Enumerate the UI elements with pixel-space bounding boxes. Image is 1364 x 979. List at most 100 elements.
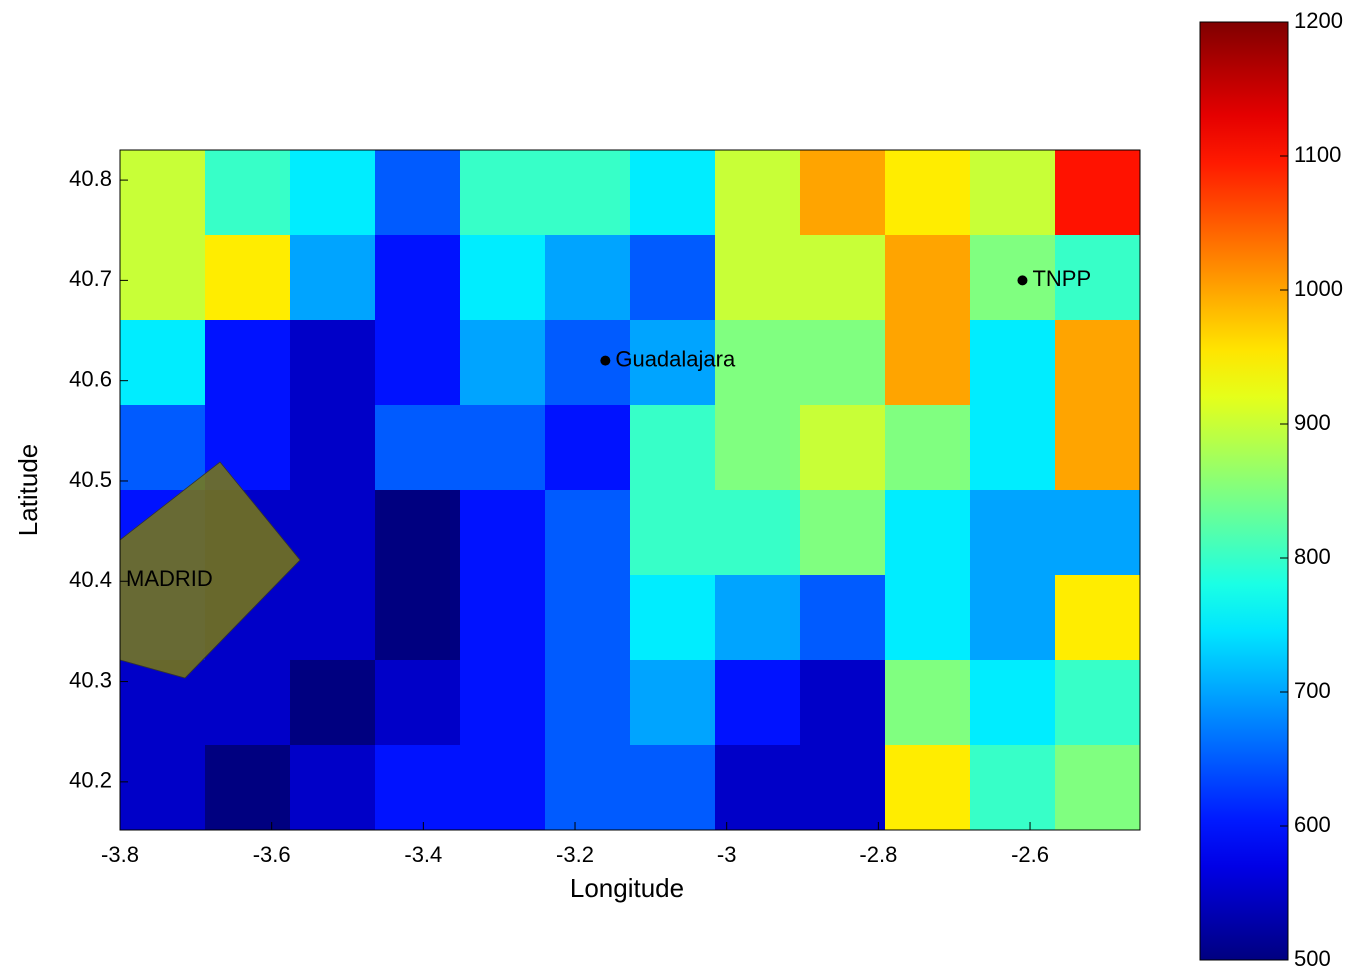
site-label: TNPP (1032, 266, 1091, 291)
field-cell (545, 745, 631, 831)
field-cell (970, 660, 1056, 746)
field-cell (970, 745, 1056, 831)
region-label: MADRID (126, 566, 213, 591)
field-cell (885, 745, 971, 831)
field-cell (800, 405, 886, 491)
field-cell (970, 490, 1056, 576)
field-cell (120, 745, 206, 831)
field-cell (630, 150, 716, 236)
field-cell (800, 660, 886, 746)
field-cell (970, 575, 1056, 661)
colorbar-tick-label: 800 (1294, 544, 1331, 569)
field-cell (205, 745, 291, 831)
field-cell (460, 490, 546, 576)
field-cell (290, 405, 376, 491)
field-cell (1055, 745, 1141, 831)
field-cell (715, 490, 801, 576)
field-cell (885, 405, 971, 491)
field-cell (460, 150, 546, 236)
y-tick-label: 40.8 (69, 166, 112, 191)
x-axis-label: Longitude (570, 873, 684, 903)
field-cell (630, 490, 716, 576)
field-cell (630, 745, 716, 831)
field-cell (800, 745, 886, 831)
field-cell (375, 320, 461, 406)
field-cell (460, 320, 546, 406)
site-label: Guadalajara (615, 346, 736, 371)
field-cell (715, 235, 801, 321)
field-cell (885, 660, 971, 746)
field (120, 150, 1141, 831)
field-cell (205, 150, 291, 236)
field-cell (1055, 660, 1141, 746)
field-cell (630, 235, 716, 321)
field-cell (120, 405, 206, 491)
colorbar-tick-label: 1100 (1294, 142, 1341, 167)
field-cell (290, 490, 376, 576)
field-cell (120, 320, 206, 406)
field-cell (375, 150, 461, 236)
colorbar-tick-label: 900 (1294, 410, 1331, 435)
field-cell (205, 235, 291, 321)
y-axis-label: Latitude (13, 444, 43, 537)
chart: MADRID Longitude Latitude -3.8 -3.6 -3.4 -3… (0, 0, 1364, 974)
x-tick-label: -3.6 (253, 842, 291, 867)
field-cell (545, 490, 631, 576)
field-cell (715, 745, 801, 831)
y-tick-label: 40.4 (69, 567, 112, 592)
x-tick-label: -3 (717, 842, 737, 867)
field-cell (375, 575, 461, 661)
field-cell (1055, 405, 1141, 491)
field-cell (545, 405, 631, 491)
field-cell (460, 405, 546, 491)
field-cell (1055, 320, 1141, 406)
field-cell (800, 490, 886, 576)
field-cell (205, 320, 291, 406)
field-cell (970, 320, 1056, 406)
field-cell (375, 235, 461, 321)
field-cell (545, 235, 631, 321)
x-tick-label: -3.8 (101, 842, 139, 867)
field-cell (290, 320, 376, 406)
field-cell (885, 235, 971, 321)
field-cell (800, 575, 886, 661)
y-tick-label: 40.5 (69, 467, 112, 492)
field-cell (460, 660, 546, 746)
colorbar-tick-label: 1200 (1294, 8, 1343, 33)
field-cell (715, 660, 801, 746)
field-cell (715, 575, 801, 661)
field-cell (970, 150, 1056, 236)
field-cell (1055, 150, 1141, 236)
field-cell (290, 660, 376, 746)
field-cell (120, 235, 206, 321)
y-tick-label: 40.3 (69, 667, 112, 692)
colorbar-tick-label: 1000 (1294, 276, 1343, 301)
field-cell (970, 405, 1056, 491)
field-cell (630, 575, 716, 661)
field-cell (1055, 490, 1141, 576)
x-tick-label: -2.8 (859, 842, 897, 867)
x-tick-label: -3.2 (556, 842, 594, 867)
field-cell (885, 150, 971, 236)
x-tick-label: -3.4 (404, 842, 442, 867)
y-tick-label: 40.2 (69, 768, 112, 793)
field-cell (885, 575, 971, 661)
field-cell (375, 660, 461, 746)
field-cell (120, 660, 206, 746)
field-cell (290, 150, 376, 236)
field-cell (205, 660, 291, 746)
field-cell (375, 405, 461, 491)
field-cell (545, 660, 631, 746)
field-cell (715, 405, 801, 491)
field-cell (120, 150, 206, 236)
field-cell (545, 150, 631, 236)
colorbar-tick-label: 600 (1294, 812, 1331, 837)
field-cell (375, 490, 461, 576)
field-cell (800, 320, 886, 406)
y-tick-label: 40.6 (69, 366, 112, 391)
y-tick-label: 40.7 (69, 266, 112, 291)
field-cell (800, 150, 886, 236)
field-cell (885, 490, 971, 576)
field-cell (460, 745, 546, 831)
field-cell (375, 745, 461, 831)
